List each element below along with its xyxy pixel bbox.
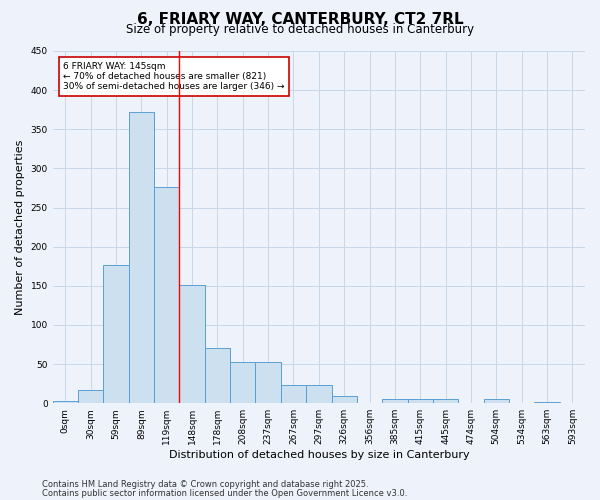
Bar [78, 390, 103, 403]
Bar [281, 385, 306, 403]
Bar [535, 402, 560, 403]
X-axis label: Distribution of detached houses by size in Canterbury: Distribution of detached houses by size … [169, 450, 469, 460]
Bar [129, 112, 154, 403]
Bar [484, 398, 509, 403]
Bar [256, 362, 281, 403]
Bar [179, 285, 205, 403]
Text: 6 FRIARY WAY: 145sqm
← 70% of detached houses are smaller (821)
30% of semi-deta: 6 FRIARY WAY: 145sqm ← 70% of detached h… [64, 62, 285, 92]
Bar [230, 362, 256, 403]
Bar [205, 348, 230, 403]
Text: 6, FRIARY WAY, CANTERBURY, CT2 7RL: 6, FRIARY WAY, CANTERBURY, CT2 7RL [137, 12, 463, 28]
Text: Contains public sector information licensed under the Open Government Licence v3: Contains public sector information licen… [42, 488, 407, 498]
Bar [53, 401, 78, 403]
Text: Contains HM Land Registry data © Crown copyright and database right 2025.: Contains HM Land Registry data © Crown c… [42, 480, 368, 489]
Bar [103, 266, 129, 403]
Text: Size of property relative to detached houses in Canterbury: Size of property relative to detached ho… [126, 22, 474, 36]
Bar [306, 385, 332, 403]
Y-axis label: Number of detached properties: Number of detached properties [15, 140, 25, 315]
Bar [407, 400, 433, 403]
Bar [433, 398, 458, 403]
Bar [154, 187, 179, 403]
Bar [382, 398, 407, 403]
Bar [332, 396, 357, 403]
